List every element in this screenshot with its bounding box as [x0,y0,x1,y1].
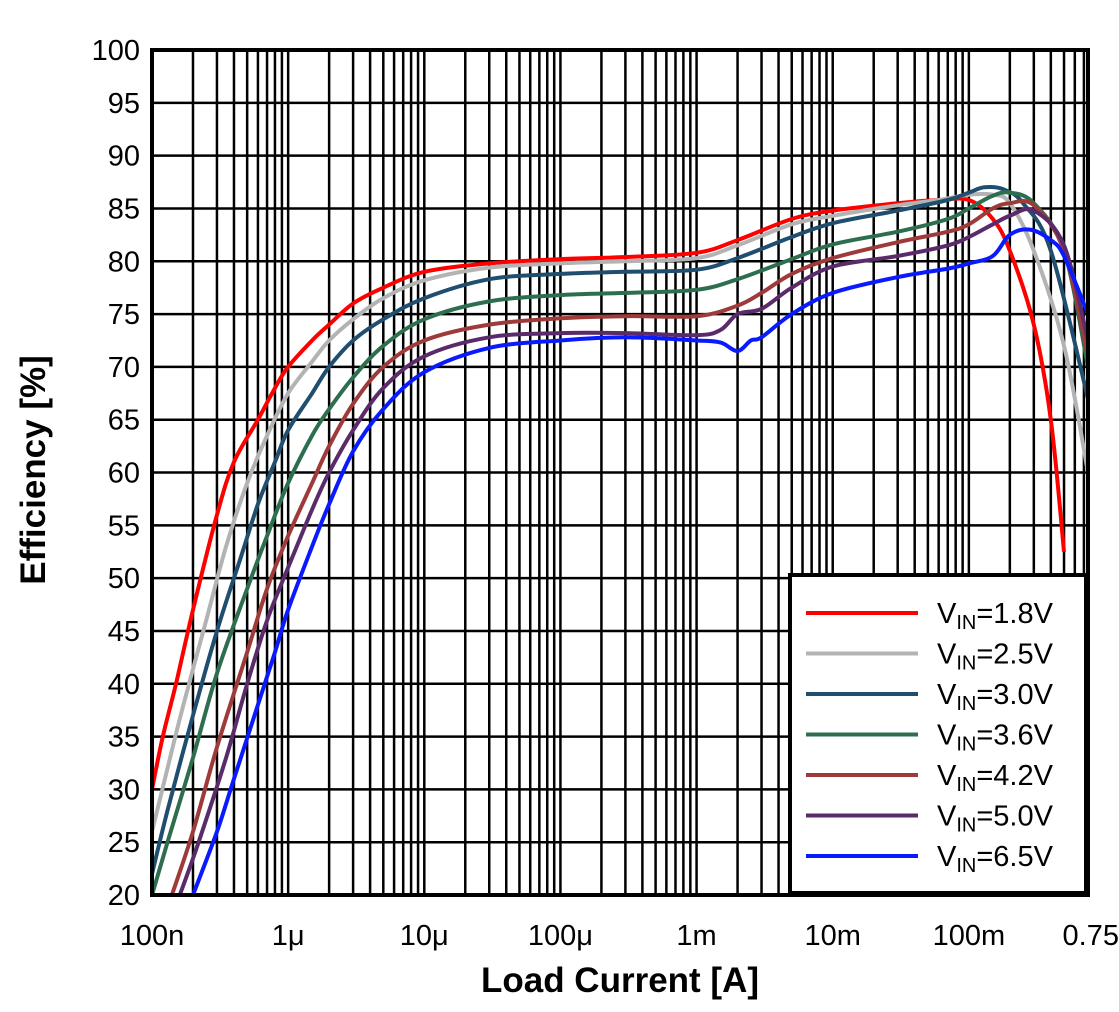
y-tick-label: 80 [108,246,140,278]
x-axis-title: Load Current [A] [481,961,759,1000]
y-tick-label: 95 [108,88,140,120]
y-tick-label: 25 [108,827,140,859]
x-tick-label: 1m [676,920,716,952]
y-tick-label: 35 [108,722,140,754]
y-tick-label: 90 [108,141,140,173]
y-tick-label: 30 [108,774,140,806]
series-line-vin-2-5v [152,191,1088,833]
y-tick-label: 20 [108,880,140,912]
legend-entry: VIN=2.5V [937,639,1054,675]
legend-entry: VIN=3.6V [937,720,1054,756]
legend-entry: VIN=5.0V [937,801,1054,837]
x-tick-label: 10m [805,920,861,952]
legend: VIN=1.8V VIN=2.5V VIN=3.0V VIN=3.6V VIN=4.2V… [788,573,1088,895]
x-tick-label: 100n [120,920,185,952]
y-tick-label: 55 [108,510,140,542]
plot-frame [150,48,1090,897]
y-tick-label: 100 [92,35,140,67]
y-tick-labels: 20 25 30 35 40 45 50 55 60 65 70 75 80 85 90 95 100 [92,35,140,912]
series-line-vin-5-0v [177,206,1088,895]
y-tick-label: 60 [108,458,140,490]
x-tick-labels: 100n 1μ 10μ 100μ 1m 10m 100m 0.75 [120,920,1119,952]
x-tick-label: 1μ [272,920,305,952]
series-line-vin-1-8v [152,196,1066,790]
x-tick-label: 100m [933,920,1006,952]
y-tick-label: 65 [108,405,140,437]
series-line-vin-3-6v [152,190,1088,895]
legend-entry: VIN=1.8V [937,598,1054,634]
grid-lines [152,48,1088,897]
legend-entry: VIN=3.0V [937,679,1054,715]
y-tick-label: 40 [108,669,140,701]
y-tick-label: 45 [108,616,140,648]
series-line-vin-4-2v [170,198,1088,895]
series-line-vin-3-0v [152,185,1088,875]
legend-entry: VIN=6.5V [937,841,1054,877]
y-tick-label: 70 [108,352,140,384]
x-tick-label: 0.75 [1063,920,1119,952]
y-axis-title: Efficiency [%] [14,355,53,585]
x-tick-label: 10μ [400,920,449,952]
x-tick-label: 100μ [528,920,593,952]
legend-entry: VIN=4.2V [937,760,1054,796]
series-lines [152,185,1088,895]
series-line-vin-6-5v [191,227,1088,895]
y-tick-label: 75 [108,299,140,331]
y-tick-label: 85 [108,193,140,225]
y-tick-label: 50 [108,563,140,595]
